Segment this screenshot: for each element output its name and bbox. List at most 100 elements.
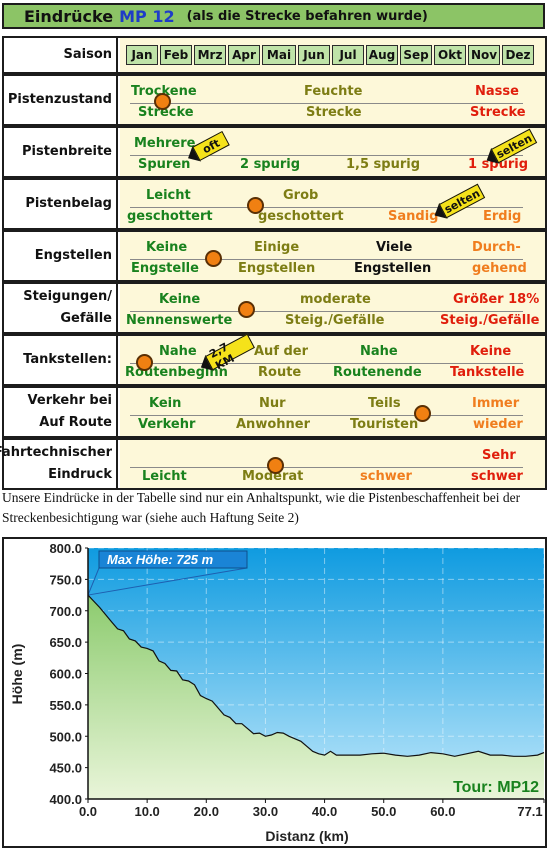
option-text: Viele <box>376 240 413 255</box>
rating-marker <box>247 197 264 214</box>
y-tick-label: 450.0 <box>49 761 82 776</box>
month-sep: Sep <box>400 45 432 65</box>
option-text: Nennenswerte <box>126 313 233 328</box>
row-cell: Keine Nennenswerte moderate Steig./Gefäl… <box>120 284 545 332</box>
rating-marker <box>205 250 222 267</box>
rating-marker <box>136 354 153 371</box>
row-cell: Jan Feb Mrz Apr Mai Jun Jul Aug Sep Okt Nov Dez <box>120 38 545 72</box>
option-text: Engstellen <box>354 261 432 276</box>
row-pistenbreite: Pistenbreite Mehrere Spuren 2 spurig 1,5… <box>2 126 547 178</box>
option-text: Nahe <box>159 344 197 359</box>
month-okt: Okt <box>434 45 466 65</box>
option-text: Steig./Gefälle <box>285 313 385 328</box>
rating-marker <box>238 301 255 318</box>
row-label: Pistenzustand <box>4 76 118 124</box>
option-text: Keine <box>159 292 201 307</box>
month-jun: Jun <box>298 45 330 65</box>
option-text: geschottert <box>127 209 213 224</box>
x-tick-label: 20.0 <box>194 804 219 819</box>
row-pistenbelag: Pistenbelag Leicht geschottert Grob gesc… <box>2 178 547 230</box>
elevation-line <box>87 594 545 757</box>
option-text: Steig./Gefälle <box>440 313 540 328</box>
row-label: Tankstellen: <box>4 336 118 384</box>
option-text: moderate <box>300 292 371 307</box>
y-tick-label: 700.0 <box>49 604 82 619</box>
row-saison: Saison Jan Feb Mrz Apr Mai Jun Jul Aug Sep Okt Nov… <box>2 36 547 74</box>
option-text: Teils <box>368 396 401 411</box>
month-list: Jan Feb Mrz Apr Mai Jun Jul Aug Sep Okt Nov Dez <box>126 45 536 65</box>
month-jul: Jul <box>332 45 364 65</box>
option-text: schwer <box>360 469 412 484</box>
row-verkehr: Verkehr bei Auf Route Kein Verkehr Nur A… <box>2 386 547 438</box>
option-text: Kein <box>149 396 182 411</box>
option-text: Engstelle <box>131 261 199 276</box>
y-tick-label: 550.0 <box>49 698 82 713</box>
month-nov: Nov <box>468 45 500 65</box>
row-fahrtechnisch: Fahrtechnischer Eindruck Leicht Moderat … <box>0 438 547 490</box>
option-text: 2 spurig <box>240 157 301 172</box>
row-label: Fahrtechnischer Eindruck <box>0 440 118 488</box>
x-tick-label: 60.0 <box>430 804 455 819</box>
x-tick-label: 0.0 <box>79 804 97 819</box>
month-mai: Mai <box>262 45 296 65</box>
row-cell: Nahe Routenbeginn Auf der Route Nahe Rou… <box>120 333 545 384</box>
row-label: Verkehr bei Auf Route <box>4 388 118 436</box>
option-text: 1 spurig <box>468 157 529 172</box>
flag-distance: 2,7 KM <box>196 333 255 376</box>
subtitle: (als die Strecke befahren wurde) <box>186 8 428 24</box>
y-tick-label: 800.0 <box>49 541 82 556</box>
row-pistenzustand: Pistenzustand Trockene Strecke Feuchte S… <box>2 74 547 126</box>
month-jan: Jan <box>126 45 158 65</box>
row-cell: Leicht Moderat schwer Sehr schwer <box>120 440 545 488</box>
elevation-profile-chart: 400.0 450.0 500.0 550.0 600.0 650.0 700.0 750.0… <box>2 537 547 848</box>
row-cell: Trockene Strecke Feuchte Strecke Nasse S… <box>120 76 545 124</box>
option-text: Verkehr <box>138 417 196 432</box>
option-text: Moderat <box>242 469 304 484</box>
option-text: Sehr <box>482 448 516 463</box>
option-text: Auf der <box>254 344 309 359</box>
option-text: Einige <box>254 240 300 255</box>
month-feb: Feb <box>160 45 192 65</box>
option-text: Keine <box>470 344 512 359</box>
month-apr: Apr <box>228 45 260 65</box>
option-text: Mehrere <box>134 136 196 151</box>
x-tick-label: 30.0 <box>253 804 278 819</box>
y-axis-label: Höhe (m) <box>9 644 25 705</box>
month-dez: Dez <box>502 45 534 65</box>
disclaimer-note: Unsere Eindrücke in der Tabelle sind nur… <box>2 490 521 525</box>
elevation-chart-svg: 400.0 450.0 500.0 550.0 600.0 650.0 700.0 750.0… <box>9 541 545 844</box>
y-tick-label: 500.0 <box>49 729 82 744</box>
row-cell: Kein Verkehr Nur Anwohner Teils Touriste… <box>120 388 545 436</box>
option-text: Strecke <box>138 105 194 120</box>
row-label: Saison <box>4 38 118 72</box>
option-text: gehend <box>472 261 527 276</box>
option-text: Durch- <box>472 240 521 255</box>
title: Eindrücke <box>24 6 114 26</box>
x-axis-label: Distanz (km) <box>265 828 348 844</box>
month-aug: Aug <box>366 45 398 65</box>
option-text: wieder <box>473 417 523 432</box>
row-label: Steigungen/ Gefälle <box>4 284 118 332</box>
option-text: Tankstelle <box>450 365 525 380</box>
option-text: Spuren <box>138 157 191 172</box>
option-text: Routenende <box>333 365 422 380</box>
x-tick-label: 40.0 <box>312 804 337 819</box>
option-text: Grob <box>283 188 319 203</box>
y-tick-label: 400.0 <box>49 792 82 807</box>
option-text: Strecke <box>306 105 362 120</box>
option-text: geschottert <box>258 209 344 224</box>
option-text: Nahe <box>360 344 398 359</box>
y-tick-label: 600.0 <box>49 667 82 682</box>
y-tick-label: 650.0 <box>49 635 82 650</box>
option-text: Trockene <box>131 84 197 99</box>
title-bar: Eindrücke MP 12 (als die Strecke befahre… <box>2 3 545 29</box>
row-label: Engstellen <box>4 232 118 280</box>
row-cell: Leicht geschottert Grob geschottert Sand… <box>120 180 545 228</box>
x-tick-label: 10.0 <box>134 804 159 819</box>
option-text: Nur <box>259 396 286 411</box>
option-text: Sandig <box>388 209 439 224</box>
rating-marker <box>154 93 171 110</box>
row-label: Pistenbelag <box>4 180 118 228</box>
row-cell: Mehrere Spuren 2 spurig 1,5 spurig 1 spu… <box>120 128 545 176</box>
y-tick-label: 750.0 <box>49 572 82 587</box>
